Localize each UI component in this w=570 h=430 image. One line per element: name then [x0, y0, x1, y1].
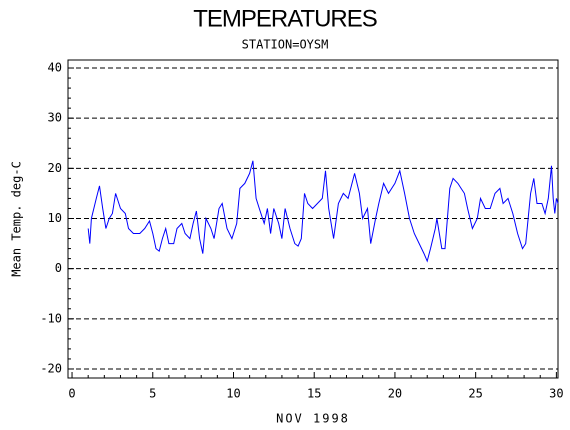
y-tick-label: 20 — [48, 161, 62, 175]
chart-subtitle: STATION=OYSM — [242, 38, 329, 52]
x-tick-label: 20 — [388, 387, 402, 401]
y-tick-label: 10 — [48, 211, 62, 225]
x-tick-label: 15 — [307, 387, 321, 401]
chart-title: TEMPERATURES — [193, 5, 377, 32]
y-tick-label: -10 — [40, 311, 62, 325]
y-tick-label: 0 — [55, 261, 62, 275]
x-tick-label: 5 — [149, 387, 156, 401]
data-line — [87, 160, 559, 263]
x-tick-label: 30 — [549, 387, 563, 401]
y-tick-label: -20 — [40, 361, 62, 375]
y-tick-label: 30 — [48, 111, 62, 125]
x-tick-label: 25 — [468, 387, 482, 401]
y-axis-label: Mean Temp. deg-C — [10, 161, 24, 277]
x-tick-label: 0 — [68, 387, 75, 401]
x-axis-label: NOV 1998 — [276, 412, 350, 426]
y-tick-label: 40 — [48, 61, 62, 75]
plot-frame — [67, 59, 559, 379]
x-tick-label: 10 — [226, 387, 240, 401]
